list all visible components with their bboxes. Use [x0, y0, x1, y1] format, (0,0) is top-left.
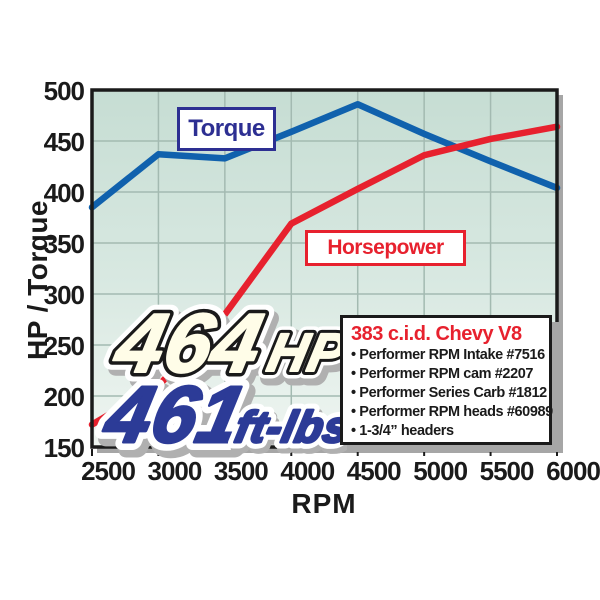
- torque-curve: [88, 101, 561, 211]
- spec-item-carb: • Performer Series Carb #1812: [351, 385, 547, 401]
- y-tick-label: 250: [43, 331, 85, 361]
- spec-item-cam: • Performer RPM cam #2207: [351, 366, 534, 382]
- x-tick-label: 5000: [413, 456, 468, 486]
- hp-value-shadow: 464: [111, 302, 276, 396]
- torque-peak-callout: 461 461 461 ft-lbs ft-lbs ft-lbs: [88, 363, 364, 476]
- x-tick-label: 6000: [546, 456, 600, 486]
- y-tick-label: 400: [43, 178, 85, 208]
- hp-peak-callout: 464 464 464 464 HP HP HP HP: [97, 286, 366, 405]
- y-tick-label: 200: [43, 382, 85, 412]
- y-tick-label: 450: [43, 127, 85, 157]
- y-tick-label: 350: [43, 229, 85, 259]
- engine-spec-title: 383 c.i.d. Chevy V8: [351, 323, 522, 345]
- horsepower-curve: [88, 123, 561, 428]
- tq-value-text: 461: [96, 371, 253, 460]
- x-tick-label: 4000: [280, 456, 335, 486]
- y-tick-label: 150: [43, 433, 85, 463]
- tq-value-outline-white: 461: [96, 371, 253, 460]
- x-tick-label: 2500: [81, 456, 136, 486]
- hp-value-text: 464: [106, 296, 271, 390]
- spec-item-headers: • 1-3/4” headers: [351, 423, 454, 439]
- x-tick-label: 5500: [479, 456, 535, 486]
- hp-unit-text: HP: [262, 323, 352, 383]
- x-tick-label: 4500: [346, 456, 402, 486]
- horsepower-series-label: Horsepower: [305, 230, 466, 266]
- horsepower-series-label-text: Horsepower: [327, 236, 444, 259]
- engine-spec-box: 383 c.i.d. Chevy V8 • Performer RPM Inta…: [340, 315, 553, 445]
- x-tick-label: 3000: [147, 456, 203, 486]
- x-axis-title: RPM: [291, 488, 357, 519]
- data-series: [88, 101, 561, 428]
- y-tick-label: 300: [43, 280, 85, 310]
- hp-value-outline-black: 464: [106, 296, 271, 390]
- spec-item-heads: • Performer RPM heads #60989: [351, 404, 553, 420]
- x-tick-label: 3500: [213, 456, 269, 486]
- tq-value-shadow: 461: [101, 377, 258, 466]
- hp-value-outline-white: 464: [106, 296, 271, 390]
- torque-series-label-text: Torque: [188, 115, 265, 142]
- y-tick-label: 500: [43, 76, 85, 106]
- spec-item-intake: • Performer RPM Intake #7516: [351, 347, 545, 363]
- tq-unit-text: ft-lbs: [231, 403, 355, 451]
- x-tick-marks: [91, 449, 558, 456]
- plot-border: [90, 88, 559, 449]
- tq-unit-outline-white: ft-lbs: [231, 403, 355, 451]
- torque-series-label: Torque: [177, 107, 276, 151]
